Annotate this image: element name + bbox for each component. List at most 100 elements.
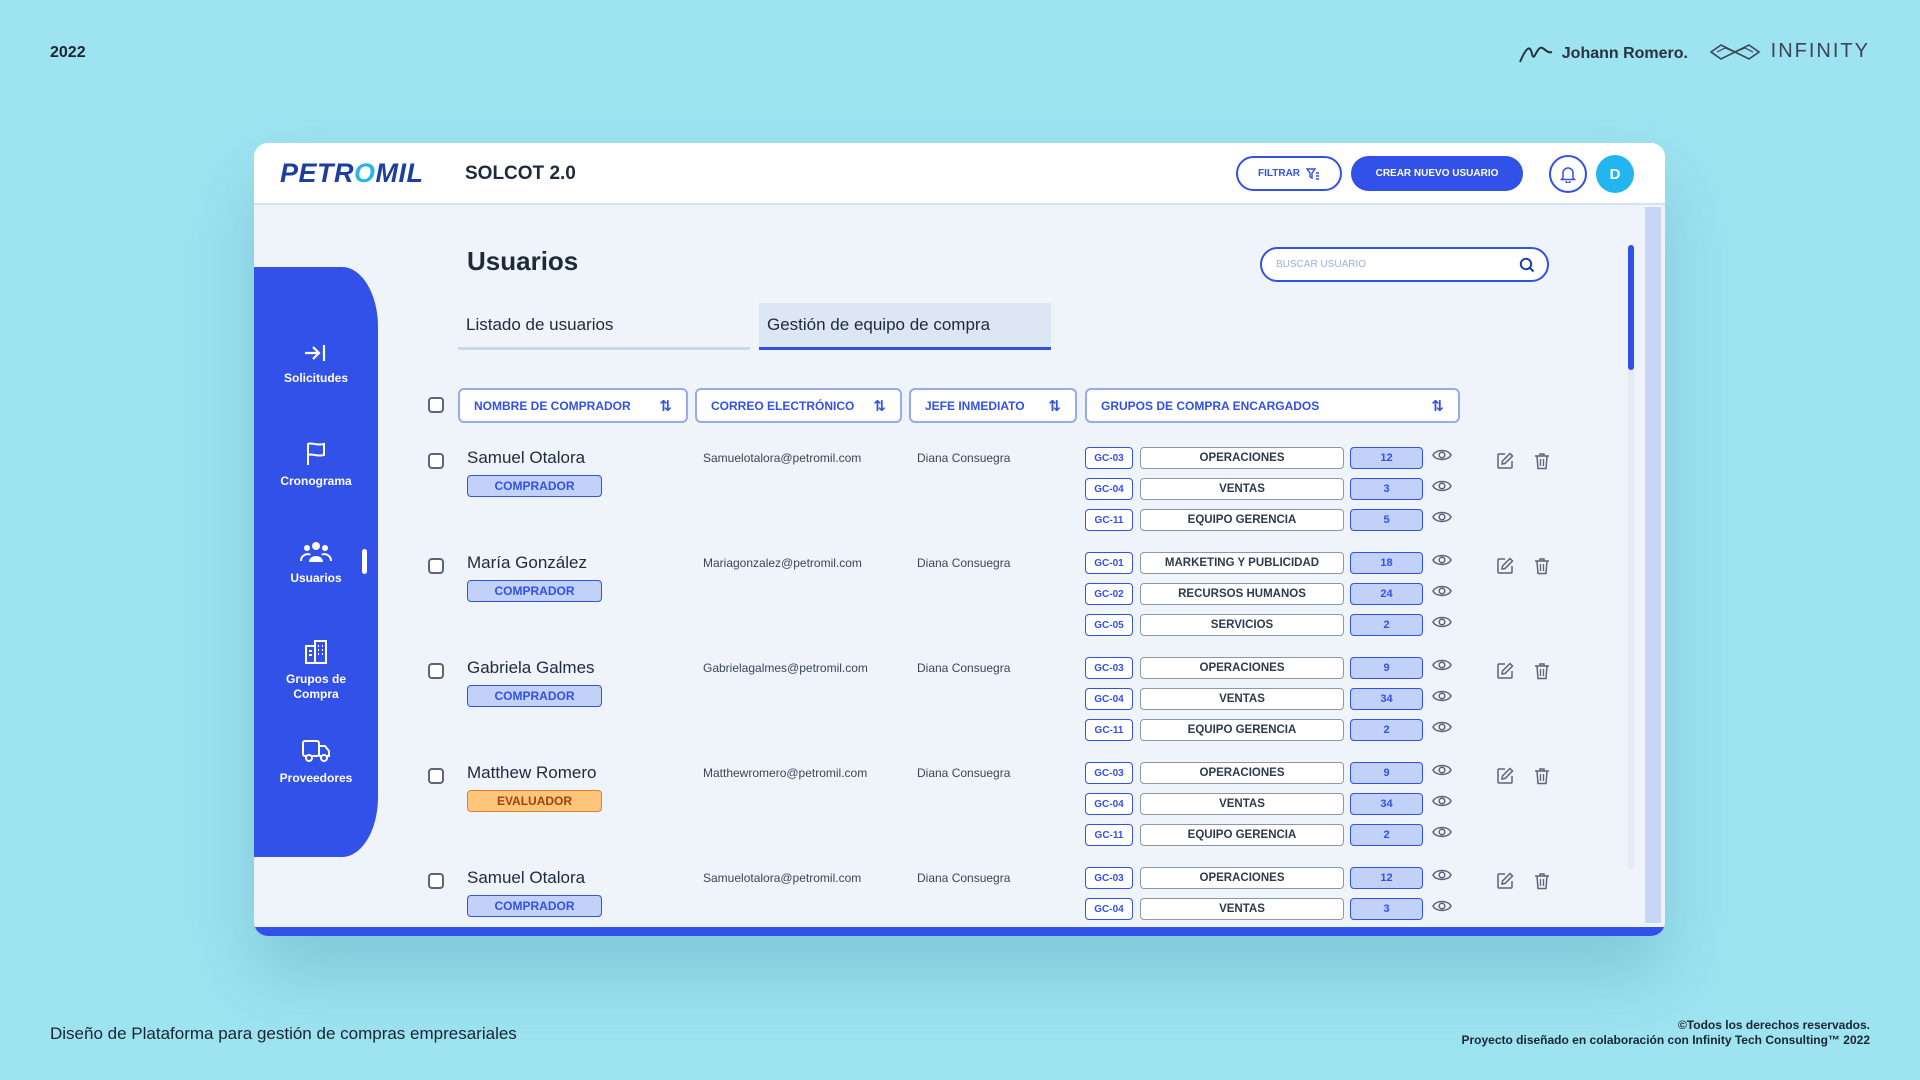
search-box[interactable] xyxy=(1260,247,1549,282)
eye-icon[interactable] xyxy=(1432,825,1452,844)
column-header-jefe[interactable]: JEFE INMEDIATO ⇅ xyxy=(909,388,1077,423)
sort-icon: ⇅ xyxy=(1431,397,1444,415)
buyer-name[interactable]: Matthew Romero xyxy=(467,763,597,782)
column-header-grupos[interactable]: GRUPOS DE COMPRA ENCARGADOS ⇅ xyxy=(1085,388,1460,423)
buyer-email: Samuelotalora@petromil.com xyxy=(703,871,862,885)
eye-icon[interactable] xyxy=(1432,763,1452,782)
select-all-checkbox[interactable] xyxy=(428,397,444,413)
eye-icon[interactable] xyxy=(1432,553,1452,572)
column-header-nombre[interactable]: NOMBRE DE COMPRADOR ⇅ xyxy=(458,388,688,423)
buyer-name[interactable]: María González xyxy=(467,553,587,572)
buyer-name[interactable]: Gabriela Galmes xyxy=(467,658,595,677)
sidebar-label: Proveedores xyxy=(279,771,353,785)
sidebar-item-solicitudes[interactable]: Solicitudes xyxy=(254,342,378,386)
direct-manager: Diana Consuegra xyxy=(917,871,1011,885)
sort-icon: ⇅ xyxy=(1048,397,1061,415)
trash-icon[interactable] xyxy=(1534,662,1550,685)
top-bar: PETROMIL SOLCOT 2.0 FILTRAR CREAR NUEVO … xyxy=(254,143,1665,205)
purchase-group: GC-02 RECURSOS HUMANOS 24 xyxy=(254,583,1634,607)
scrollbar-track[interactable] xyxy=(1628,245,1634,869)
trash-icon[interactable] xyxy=(1534,557,1550,580)
table-row: Samuel Otalora COMPRADOR Samuelotalora@pet… xyxy=(254,863,1634,927)
eye-icon[interactable] xyxy=(1432,794,1452,813)
partner-name: INFINITY xyxy=(1770,40,1870,62)
copyright-line-1: ©Todos los derechos reservados. xyxy=(1677,1018,1870,1032)
purchase-group: GC-11 EQUIPO GERENCIA 2 xyxy=(254,719,1634,743)
group-code: GC-11 xyxy=(1085,824,1133,846)
edit-icon[interactable] xyxy=(1496,872,1514,895)
group-code: GC-04 xyxy=(1085,478,1133,500)
eye-icon[interactable] xyxy=(1432,899,1452,918)
user-avatar[interactable]: D xyxy=(1596,155,1634,193)
copyright: ©Todos los derechos reservados. Proyecto… xyxy=(1461,1018,1870,1048)
column-header-correo[interactable]: CORREO ELECTRÓNICO ⇅ xyxy=(695,388,902,423)
eye-icon[interactable] xyxy=(1432,720,1452,739)
scrollbar-thumb[interactable] xyxy=(1628,245,1634,370)
group-name: OPERACIONES xyxy=(1140,657,1344,679)
sidebar-item-grupos-de-compra[interactable]: Grupos de Compra xyxy=(254,639,378,702)
search-input[interactable] xyxy=(1276,259,1496,270)
login-arrow-icon xyxy=(305,345,326,361)
eye-icon[interactable] xyxy=(1432,510,1452,529)
edit-icon[interactable] xyxy=(1496,452,1514,475)
row-checkbox[interactable] xyxy=(428,558,444,574)
row-checkbox[interactable] xyxy=(428,663,444,679)
group-name: VENTAS xyxy=(1140,688,1344,710)
group-code: GC-03 xyxy=(1085,657,1133,679)
buyer-name[interactable]: Samuel Otalora xyxy=(467,868,586,887)
group-name: VENTAS xyxy=(1140,793,1344,815)
eye-icon[interactable] xyxy=(1432,479,1452,498)
search-icon[interactable] xyxy=(1519,257,1535,273)
group-name: MARKETING Y PUBLICIDAD xyxy=(1140,552,1344,574)
group-count: 3 xyxy=(1350,898,1423,920)
edit-icon[interactable] xyxy=(1496,662,1514,685)
filter-button[interactable]: FILTRAR xyxy=(1236,156,1342,191)
purchase-group: GC-05 SERVICIOS 2 xyxy=(254,614,1634,638)
eye-icon[interactable] xyxy=(1432,689,1452,708)
eye-icon[interactable] xyxy=(1432,448,1452,467)
row-checkbox[interactable] xyxy=(428,453,444,469)
group-count: 18 xyxy=(1350,552,1423,574)
purchase-group: GC-04 VENTAS 34 xyxy=(254,688,1634,712)
tab-listado-de-usuarios[interactable]: Listado de usuarios xyxy=(458,303,750,350)
caption: Diseño de Plataforma para gestión de com… xyxy=(50,1024,517,1043)
buyer-email: Gabrielagalmes@petromil.com xyxy=(703,661,868,675)
truck-icon xyxy=(302,740,330,762)
eye-icon[interactable] xyxy=(1432,658,1452,677)
trash-icon[interactable] xyxy=(1534,872,1550,895)
edit-icon[interactable] xyxy=(1496,557,1514,580)
sort-icon: ⇅ xyxy=(873,397,886,415)
table-row: Gabriela Galmes COMPRADOR Gabrielagalmes@p… xyxy=(254,653,1634,759)
purchase-group: GC-04 VENTAS 3 xyxy=(254,898,1634,922)
buyer-name[interactable]: Samuel Otalora xyxy=(467,448,586,467)
group-code: GC-04 xyxy=(1085,688,1133,710)
column-label: GRUPOS DE COMPRA ENCARGADOS xyxy=(1101,398,1320,413)
role-badge: EVALUADOR xyxy=(467,790,602,812)
bell-icon xyxy=(1560,167,1576,183)
eye-icon[interactable] xyxy=(1432,615,1452,634)
sidebar-item-cronograma[interactable]: Cronograma xyxy=(254,441,378,489)
sidebar-item-proveedores[interactable]: Proveedores xyxy=(254,738,378,786)
tab-gestion-de-equipo[interactable]: Gestión de equipo de compra xyxy=(759,303,1051,350)
create-user-button[interactable]: CREAR NUEVO USUARIO xyxy=(1351,156,1523,191)
buyer-email: Samuelotalora@petromil.com xyxy=(703,451,862,465)
purchase-group: GC-03 OPERACIONES 12 xyxy=(254,867,1634,891)
eye-icon[interactable] xyxy=(1432,584,1452,603)
group-code: GC-03 xyxy=(1085,867,1133,889)
flag-icon xyxy=(307,442,325,465)
sidebar-label: Usuarios xyxy=(290,571,342,585)
logo-part-left: PETR xyxy=(280,158,355,188)
trash-icon[interactable] xyxy=(1534,452,1550,475)
row-checkbox[interactable] xyxy=(428,768,444,784)
notifications-button[interactable] xyxy=(1549,155,1587,193)
row-checkbox[interactable] xyxy=(428,873,444,889)
petromil-logo[interactable]: PETROMIL xyxy=(280,158,424,189)
group-count: 2 xyxy=(1350,719,1423,741)
purchase-group: GC-03 OPERACIONES 9 xyxy=(254,762,1634,786)
eye-icon[interactable] xyxy=(1432,868,1452,887)
table-row: Matthew Romero EVALUADOR Matthewromero@pet… xyxy=(254,758,1634,864)
sidebar-item-usuarios[interactable]: Usuarios xyxy=(254,540,378,586)
edit-icon[interactable] xyxy=(1496,767,1514,790)
trash-icon[interactable] xyxy=(1534,767,1550,790)
users-icon xyxy=(300,542,332,562)
